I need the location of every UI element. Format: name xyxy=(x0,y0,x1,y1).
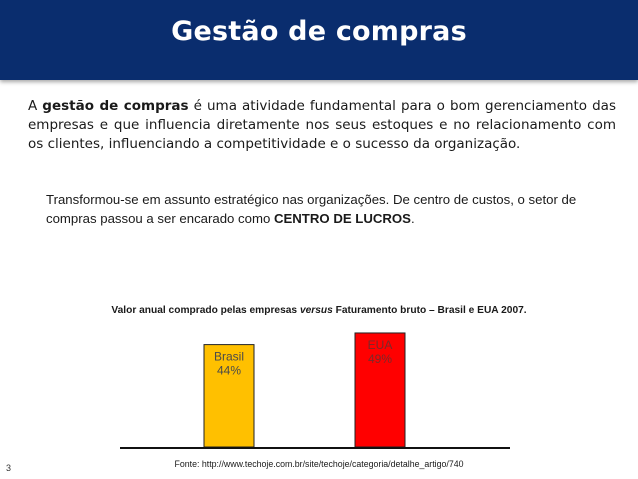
chart-title-italic: versus xyxy=(299,305,333,316)
chart-title-b: Faturamento bruto – Brasil e EUA 2007. xyxy=(332,305,527,316)
page-number: 3 xyxy=(6,463,12,473)
intro-prefix: A xyxy=(28,98,43,114)
bar-category-label: EUA xyxy=(368,338,393,352)
intro-rest: é uma atividade fundamental para o bom g… xyxy=(28,98,616,152)
bar-category-label: Brasil xyxy=(214,350,244,364)
chart-title: Valor anual comprado pelas empresas vers… xyxy=(0,305,638,316)
slide-title: Gestão de compras xyxy=(171,16,467,47)
title-bar: Gestão de compras xyxy=(0,0,638,80)
intro-bold: gestão de compras xyxy=(42,98,189,114)
bar-value-label: 44% xyxy=(217,364,241,378)
source-note: Fonte: http://www.techoje.com.br/site/te… xyxy=(174,459,464,469)
intro-paragraph: A gestão de compras é uma atividade fund… xyxy=(28,97,616,154)
bar-eua xyxy=(354,332,406,448)
strategy-paragraph: Transformou-se em assunto estratégico na… xyxy=(46,190,616,228)
strategy-text: Transformou-se em assunto estratégico na… xyxy=(46,192,577,226)
chart-title-a: Valor anual comprado pelas empresas xyxy=(111,305,300,316)
strategy-bold: CENTRO DE LUCROS xyxy=(273,211,411,226)
bar-value-label: 49% xyxy=(368,352,392,366)
strategy-end: . xyxy=(410,211,415,226)
